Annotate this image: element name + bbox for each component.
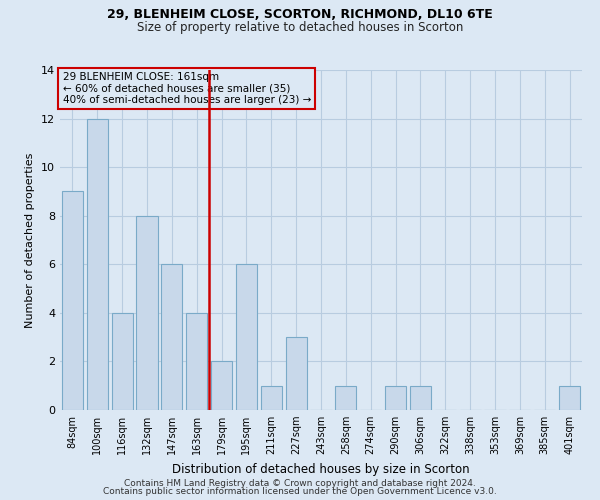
Bar — [559, 386, 580, 410]
Text: Size of property relative to detached houses in Scorton: Size of property relative to detached ho… — [137, 21, 463, 34]
X-axis label: Distribution of detached houses by size in Scorton: Distribution of detached houses by size … — [172, 462, 470, 475]
Bar — [335, 386, 356, 410]
Bar — [87, 118, 108, 410]
Bar — [385, 386, 406, 410]
Text: 29, BLENHEIM CLOSE, SCORTON, RICHMOND, DL10 6TE: 29, BLENHEIM CLOSE, SCORTON, RICHMOND, D… — [107, 8, 493, 20]
Bar — [161, 264, 182, 410]
Bar — [410, 386, 431, 410]
Text: Contains public sector information licensed under the Open Government Licence v3: Contains public sector information licen… — [103, 487, 497, 496]
Bar — [261, 386, 282, 410]
Bar — [286, 337, 307, 410]
Bar — [236, 264, 257, 410]
Text: Contains HM Land Registry data © Crown copyright and database right 2024.: Contains HM Land Registry data © Crown c… — [124, 478, 476, 488]
Y-axis label: Number of detached properties: Number of detached properties — [25, 152, 35, 328]
Bar — [112, 313, 133, 410]
Bar — [186, 313, 207, 410]
Bar — [211, 362, 232, 410]
Bar — [136, 216, 158, 410]
Text: 29 BLENHEIM CLOSE: 161sqm
← 60% of detached houses are smaller (35)
40% of semi-: 29 BLENHEIM CLOSE: 161sqm ← 60% of detac… — [62, 72, 311, 105]
Bar — [62, 192, 83, 410]
